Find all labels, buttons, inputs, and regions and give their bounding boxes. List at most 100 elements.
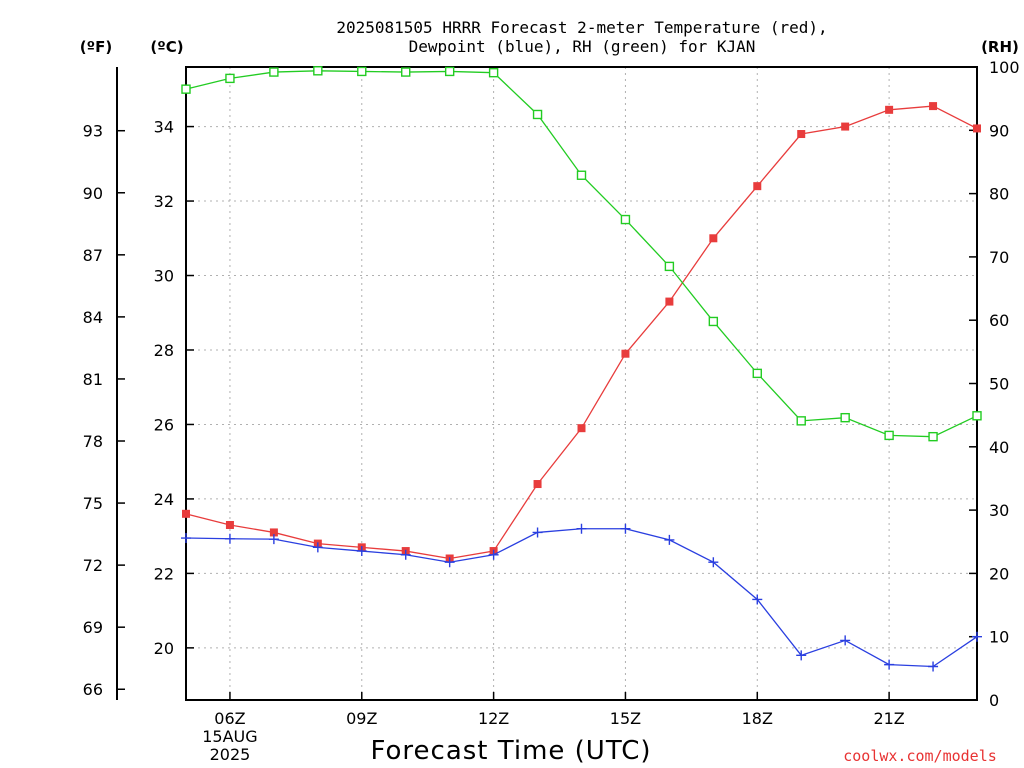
temperature-data-point <box>973 124 981 133</box>
fahrenheit-tick-label: 69 <box>83 618 103 637</box>
fahrenheit-tick-label: 84 <box>83 308 103 327</box>
credit-text: coolwx.com/models <box>843 747 997 765</box>
fahrenheit-tick-label: 90 <box>83 184 103 203</box>
fahrenheit-tick-label: 87 <box>83 246 103 265</box>
temperature-data-point <box>269 528 278 537</box>
rh-data-point <box>444 66 455 77</box>
celsius-tick-label: 32 <box>154 192 174 211</box>
dewpoint-data-point <box>664 534 675 545</box>
rh-tick-label: 30 <box>989 501 1009 520</box>
rh-data-point <box>313 66 323 76</box>
celsius-tick-label: 20 <box>154 639 174 658</box>
celsius-tick-label: 26 <box>154 415 174 434</box>
dewpoint-data-point <box>884 659 895 670</box>
temperature-data-point <box>533 480 542 489</box>
x-tick-label: 15Z <box>610 709 641 728</box>
temperature-data-point <box>182 509 190 518</box>
dewpoint-data-point <box>224 533 235 544</box>
rh-tick-label: 100 <box>989 58 1020 77</box>
x-tick-label: 21Z <box>873 709 904 728</box>
dewpoint-data-point <box>356 546 367 557</box>
rh-series-line <box>185 70 978 438</box>
rh-data-point <box>840 412 850 423</box>
celsius-tick-label: 22 <box>154 564 174 583</box>
dewpoint-data-point <box>576 523 587 534</box>
rh-tick-label: 40 <box>989 438 1009 457</box>
data-series <box>181 66 982 672</box>
rh-tick-label: 20 <box>989 564 1009 583</box>
rh-data-point <box>532 109 543 120</box>
rh-tick-label: 50 <box>989 375 1009 394</box>
celsius-tick-label: 34 <box>154 118 174 137</box>
dewpoint-data-point <box>928 661 939 672</box>
temperature-data-point <box>929 102 938 111</box>
dewpoint-data-point <box>752 594 763 605</box>
celsius-tick-label: 30 <box>154 267 174 286</box>
dewpoint-data-point <box>181 533 191 544</box>
rh-data-point <box>269 67 279 77</box>
temperature-data-point <box>841 122 850 131</box>
rh-data-point <box>488 67 499 78</box>
x-tick-label: 18Z <box>742 709 773 728</box>
dewpoint-data-point <box>444 557 455 568</box>
celsius-tick-label: 24 <box>154 490 174 509</box>
rh-tick-label: 80 <box>989 185 1009 204</box>
rh-tick-label: 0 <box>989 691 999 710</box>
temperature-data-point <box>665 297 674 306</box>
grid-lines <box>186 67 977 700</box>
dewpoint-data-point <box>268 534 279 545</box>
fahrenheit-tick-label: 78 <box>83 432 103 451</box>
rh-tick-label: 90 <box>989 121 1009 140</box>
rh-unit-label: (RH) <box>981 38 1019 56</box>
axes <box>116 66 978 701</box>
rh-data-point <box>884 430 894 441</box>
rh-data-point <box>796 416 806 426</box>
rh-data-point <box>181 84 191 94</box>
dewpoint-data-point <box>532 527 543 538</box>
dewpoint-data-point <box>708 557 719 568</box>
dewpoint-data-point <box>840 635 851 646</box>
rh-data-point <box>752 368 762 379</box>
rh-data-point <box>620 214 631 225</box>
fahrenheit-tick-label: 66 <box>83 680 103 699</box>
celsius-tick-label: 28 <box>154 341 174 360</box>
x-tick-label: 12Z <box>478 709 509 728</box>
temperature-data-point <box>709 234 718 243</box>
rh-data-point <box>972 411 982 421</box>
rh-tick-label: 60 <box>989 311 1009 330</box>
rh-data-point <box>401 67 411 77</box>
x-tick-year-label: 2025 <box>210 745 251 764</box>
celsius-unit-label: (ºC) <box>150 38 183 56</box>
dewpoint-data-point <box>620 523 631 534</box>
rh-tick-label: 10 <box>989 628 1009 647</box>
temperature-data-point <box>225 520 234 529</box>
temperature-data-point <box>577 424 586 433</box>
dewpoint-data-point <box>400 549 411 560</box>
temperature-data-point <box>621 349 630 358</box>
temperature-data-point <box>753 182 762 191</box>
chart-title-line2: Dewpoint (blue), RH (green) for KJAN <box>409 37 756 56</box>
fahrenheit-tick-label: 72 <box>83 556 103 575</box>
temperature-data-point <box>885 105 894 114</box>
dewpoint-data-point <box>488 549 499 560</box>
rh-data-point <box>357 66 367 77</box>
dewpoint-data-point <box>312 542 323 553</box>
rh-data-point <box>576 170 587 180</box>
fahrenheit-tick-label: 75 <box>83 494 103 513</box>
fahrenheit-unit-label: (ºF) <box>80 38 112 56</box>
x-axis-label: Forecast Time (UTC) <box>370 736 651 766</box>
dewpoint-series-line <box>185 528 978 668</box>
dewpoint-data-point <box>972 631 982 642</box>
dewpoint-data-point <box>796 650 807 661</box>
plot-frame <box>185 66 978 701</box>
x-tick-label: 06Z <box>214 709 245 728</box>
x-tick-date-label: 15AUG <box>202 727 257 746</box>
x-tick-label: 09Z <box>346 709 377 728</box>
rh-data-point <box>708 316 719 327</box>
chart-title-line1: 2025081505 HRRR Forecast 2-meter Tempera… <box>336 18 827 37</box>
temperature-data-point <box>797 130 806 139</box>
fahrenheit-tick-label: 81 <box>83 370 103 389</box>
rh-data-point <box>664 261 675 272</box>
